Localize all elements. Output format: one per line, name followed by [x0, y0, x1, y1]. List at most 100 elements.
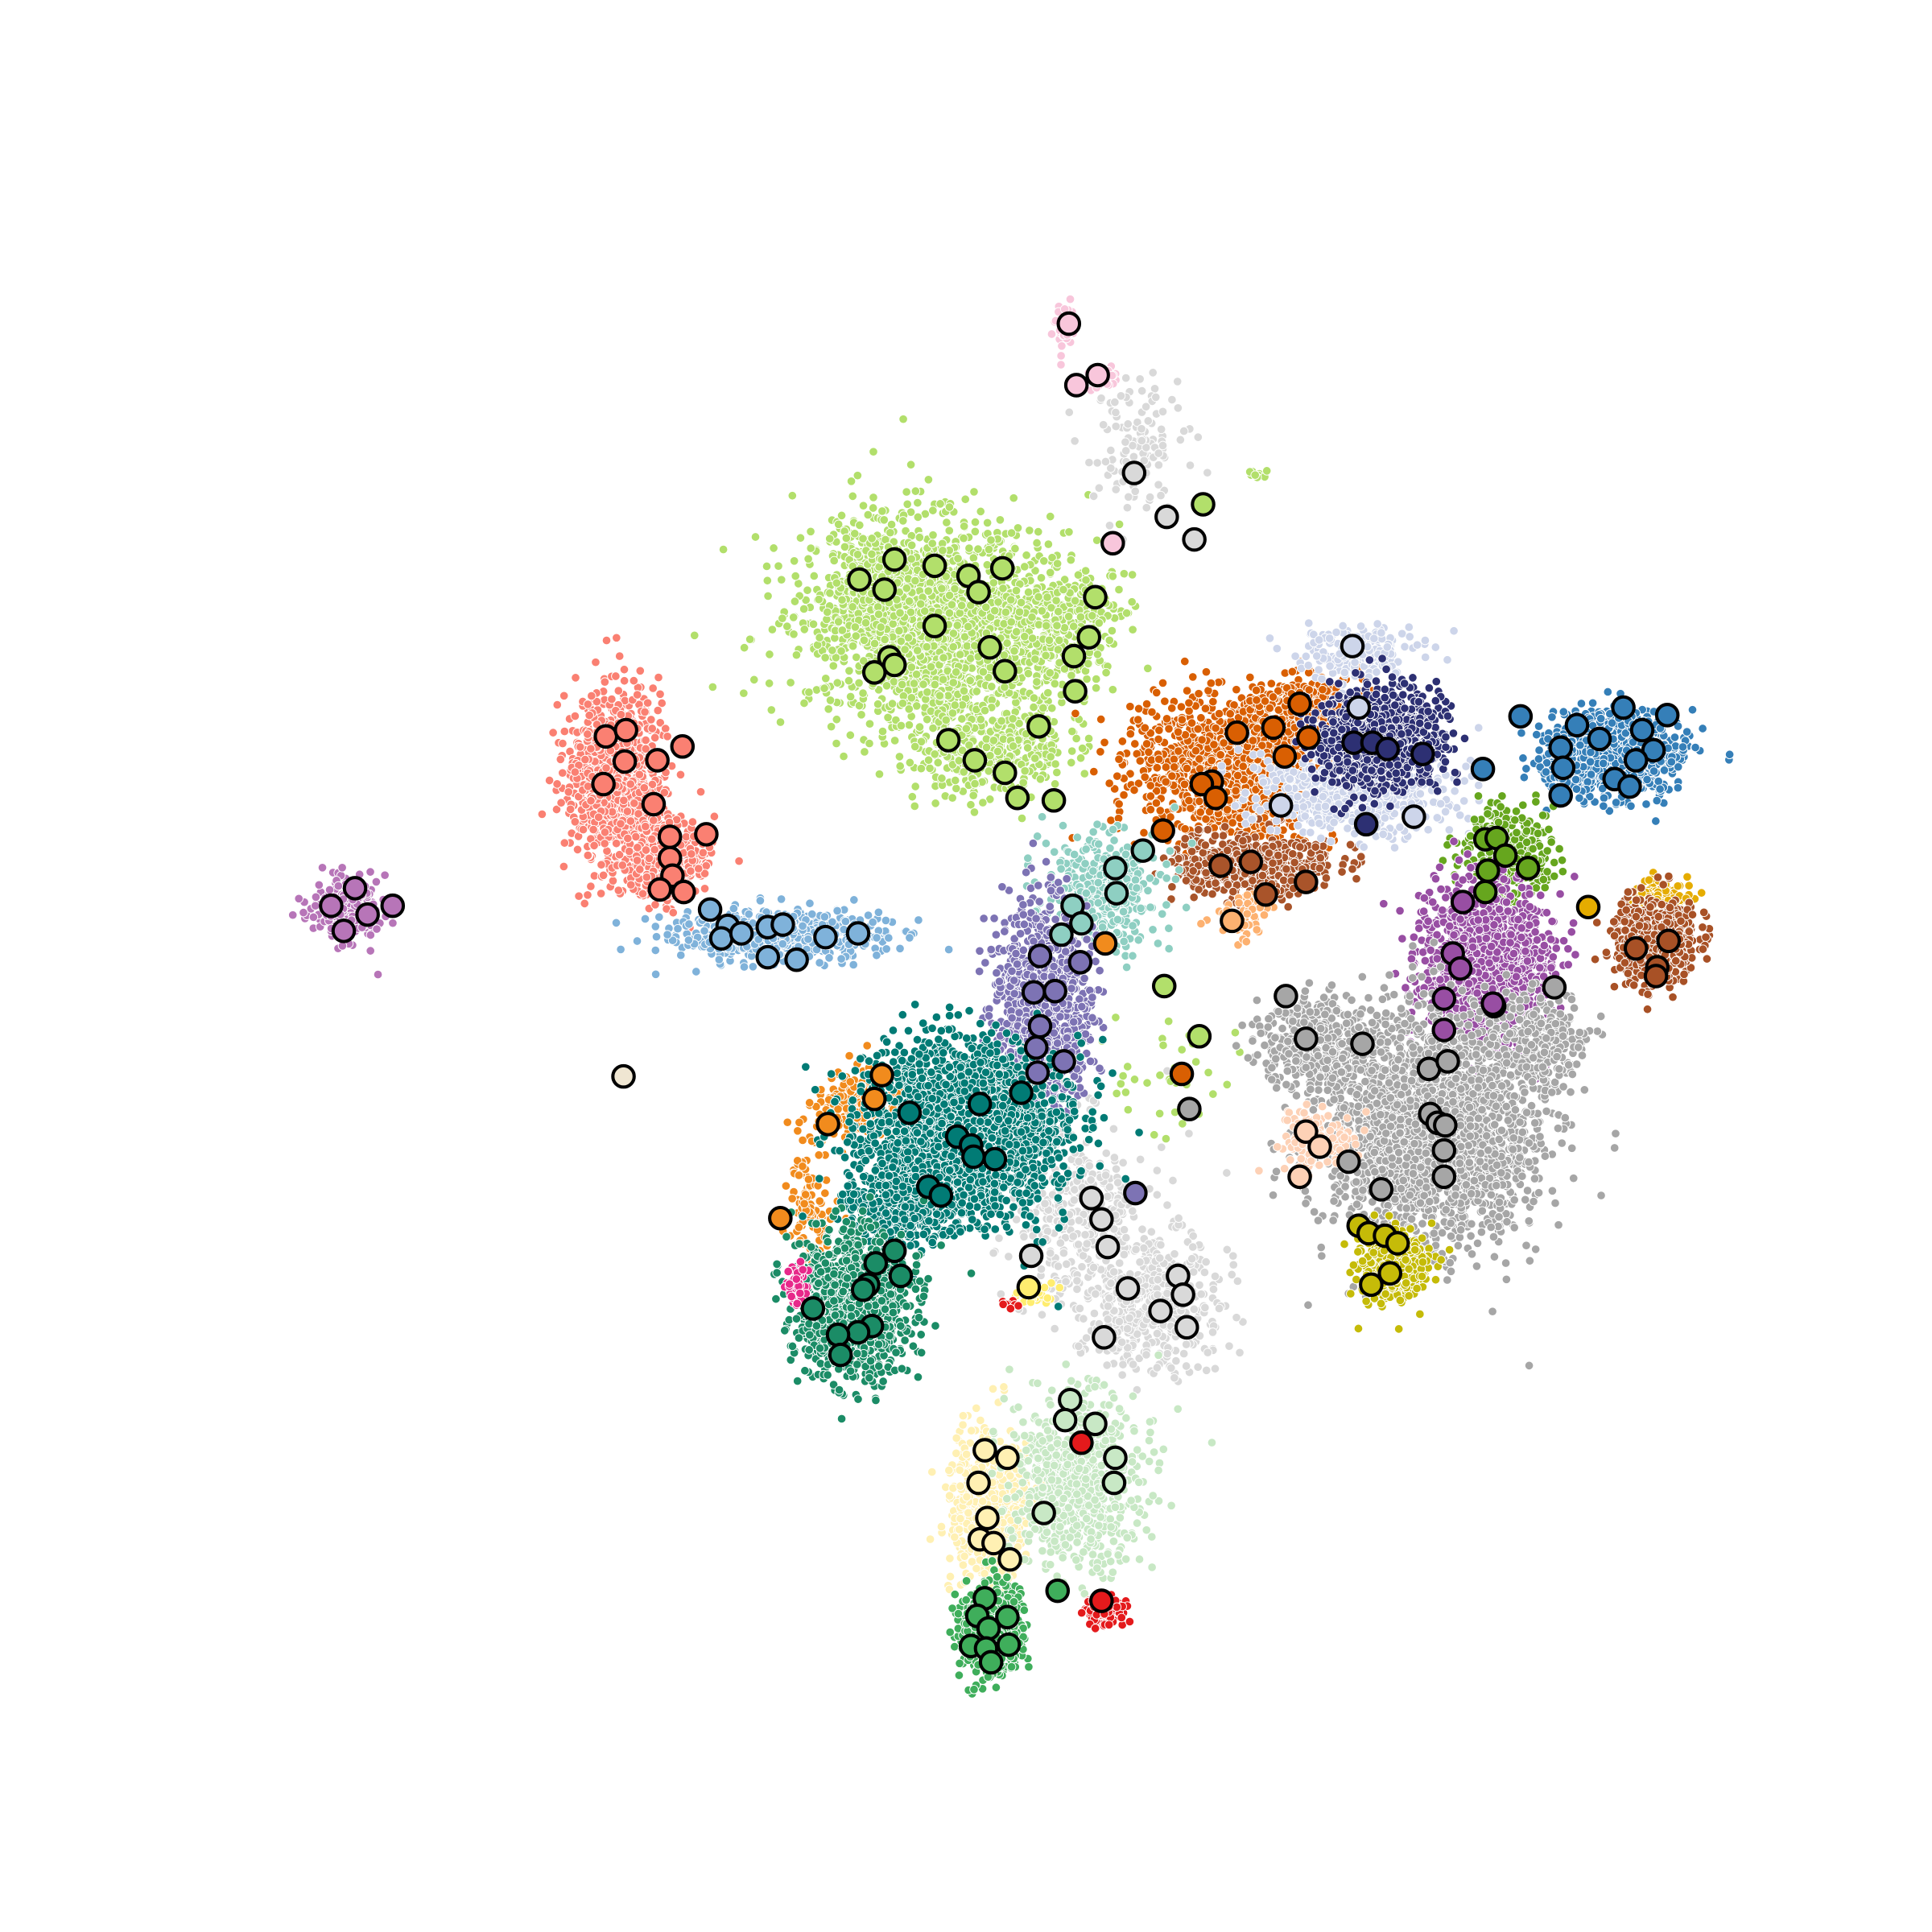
background-point-series-0	[908, 792, 917, 801]
background-point-series-2	[1119, 1360, 1128, 1369]
background-point-series-0	[1128, 597, 1137, 606]
background-point-series-0	[1191, 1058, 1200, 1067]
background-point-series-2	[1129, 1360, 1137, 1369]
background-point-series-0	[846, 692, 855, 701]
background-point-series-2	[1211, 1272, 1220, 1281]
background-point-series-0	[970, 488, 979, 497]
background-point-series-2	[1112, 408, 1121, 417]
background-point-series-0	[1164, 1017, 1173, 1026]
background-point-series-0	[855, 679, 864, 687]
background-point-series-2	[1144, 417, 1153, 426]
background-point-series-0	[770, 544, 778, 553]
background-point-series-0	[861, 748, 869, 757]
background-point-series-2	[1069, 1232, 1078, 1241]
background-point-series-0	[851, 623, 860, 632]
background-point-series-3	[594, 813, 603, 822]
background-point-series-2	[1146, 493, 1154, 502]
background-point-series-0	[949, 630, 958, 638]
background-point-series-2	[1223, 1245, 1232, 1254]
background-point-series-2	[1082, 1334, 1091, 1343]
background-point-series-0	[1060, 624, 1069, 633]
background-point-series-0	[1021, 766, 1030, 775]
background-point-series-3	[602, 636, 611, 645]
background-point-series-0	[859, 689, 868, 698]
background-point-series-0	[838, 626, 847, 635]
background-point-series-2	[1157, 1241, 1166, 1249]
background-point-series-0	[865, 720, 874, 729]
background-point-series-2	[1154, 449, 1163, 458]
background-point-series-2	[1107, 446, 1116, 455]
background-point-series-0	[927, 663, 935, 671]
background-point-series-0	[1009, 493, 1018, 502]
background-point-series-0	[846, 731, 855, 740]
background-point-series-2	[1236, 1348, 1245, 1357]
background-point-series-0	[1117, 1080, 1125, 1088]
background-point-series-0	[886, 528, 895, 537]
background-point-series-0	[825, 535, 834, 543]
background-point-series-0	[1223, 1080, 1232, 1089]
background-point-series-0	[1026, 526, 1034, 535]
background-point-series-2	[1142, 503, 1151, 512]
background-point-series-2	[1208, 1328, 1217, 1337]
background-point-series-0	[929, 530, 938, 539]
background-point-series-3	[635, 770, 644, 779]
background-point-series-3	[642, 736, 650, 745]
background-point-series-0	[878, 507, 887, 516]
background-point-series-0	[791, 597, 799, 606]
background-point-series-0	[774, 562, 783, 571]
background-point-series-0	[1051, 679, 1059, 688]
background-point-series-0	[1046, 512, 1055, 521]
background-point-series-0	[838, 596, 847, 605]
background-point-series-3	[557, 799, 566, 807]
background-point-series-0	[848, 492, 857, 501]
background-point-series-3	[560, 839, 569, 848]
background-point-series-0	[1092, 536, 1101, 545]
background-point-series-0	[955, 757, 964, 766]
background-point-series-0	[1067, 747, 1076, 756]
background-point-series-0	[923, 642, 931, 651]
background-point-series-0	[999, 584, 1008, 593]
background-point-series-0	[986, 751, 995, 760]
background-point-series-2	[1109, 1125, 1118, 1133]
background-point-series-2	[997, 1290, 1005, 1298]
background-point-series-2	[1123, 1324, 1132, 1333]
background-point-series-3	[649, 684, 658, 693]
background-point-series-0	[1042, 651, 1051, 660]
background-point-series-0	[861, 618, 870, 627]
background-point-series-3	[613, 634, 621, 642]
background-point-series-0	[983, 518, 992, 527]
background-point-series-0	[1072, 734, 1081, 743]
background-point-series-0	[954, 555, 963, 564]
background-point-series-0	[804, 555, 813, 564]
background-point-series-0	[1105, 636, 1114, 645]
background-point-series-3	[553, 780, 562, 789]
background-point-series-3	[661, 724, 670, 733]
background-point-series-0	[719, 545, 728, 554]
background-point-series-2	[1190, 1305, 1199, 1314]
background-point-series-0	[800, 625, 809, 634]
background-point-series-2	[1089, 492, 1098, 501]
background-point-series-3	[710, 812, 719, 821]
background-point-series-2	[1153, 1166, 1162, 1175]
background-point-series-0	[985, 545, 993, 554]
background-point-series-2	[1117, 1338, 1126, 1347]
background-point-series-0	[1028, 613, 1037, 621]
background-point-series-0	[974, 545, 983, 554]
background-point-series-0	[948, 794, 957, 803]
background-point-series-2	[1105, 1294, 1114, 1302]
background-point-series-0	[943, 518, 952, 527]
background-point-series-0	[1231, 1028, 1240, 1037]
background-point-series-2	[1092, 1290, 1100, 1298]
background-point-series-0	[901, 646, 910, 654]
background-point-series-0	[915, 723, 924, 732]
background-point-series-0	[956, 609, 964, 617]
background-point-series-0	[960, 534, 968, 543]
background-point-series-2	[1167, 1364, 1176, 1373]
background-point-series-2	[1215, 1304, 1224, 1313]
background-point-series-0	[949, 679, 958, 687]
background-point-series-3	[630, 799, 638, 808]
background-point-series-0	[776, 718, 785, 727]
background-point-series-2	[1075, 1216, 1084, 1225]
background-point-series-2	[1158, 407, 1167, 416]
background-point-series-0	[848, 603, 857, 612]
